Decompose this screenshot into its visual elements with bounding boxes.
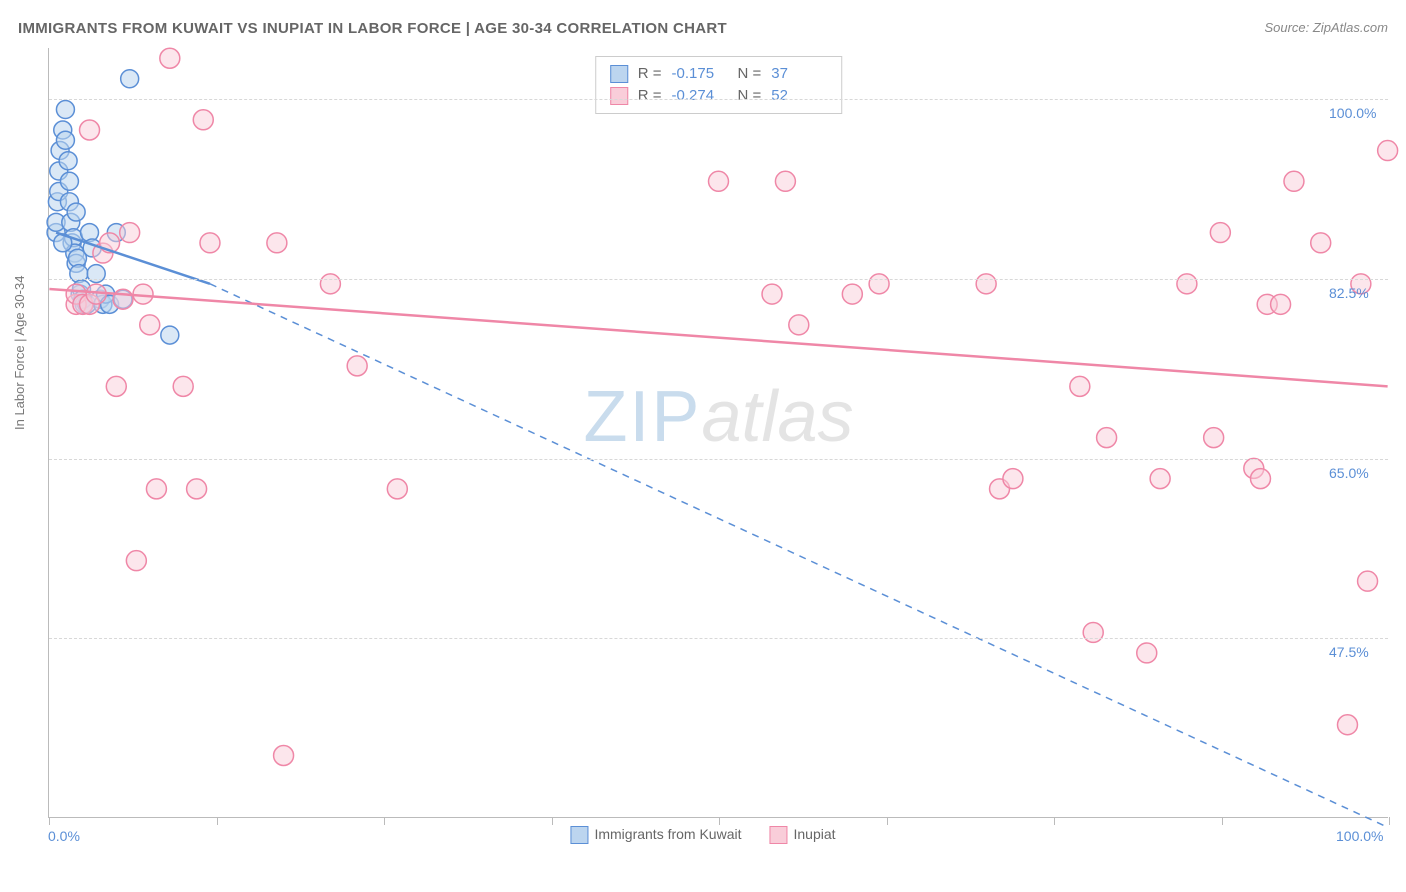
data-point	[200, 233, 220, 253]
data-point	[126, 551, 146, 571]
y-axis-label: In Labor Force | Age 30-34	[12, 276, 27, 430]
x-tick	[217, 817, 218, 825]
data-point	[775, 171, 795, 191]
data-point	[1177, 274, 1197, 294]
legend-swatch	[610, 87, 628, 105]
data-point	[1003, 469, 1023, 489]
legend-n-label: N =	[738, 85, 762, 107]
data-point	[1284, 171, 1304, 191]
legend-swatch	[770, 826, 788, 844]
title-bar: IMMIGRANTS FROM KUWAIT VS INUPIAT IN LAB…	[18, 20, 1388, 44]
chart-title: IMMIGRANTS FROM KUWAIT VS INUPIAT IN LAB…	[18, 20, 727, 37]
legend-r-value: -0.274	[672, 85, 728, 107]
data-point	[976, 274, 996, 294]
data-point	[709, 171, 729, 191]
x-tick	[384, 817, 385, 825]
data-point	[320, 274, 340, 294]
legend-r-value: -0.175	[672, 63, 728, 85]
gridline	[49, 279, 1388, 280]
legend-correlation-row: R = -0.274 N = 52	[610, 85, 828, 107]
data-point	[173, 376, 193, 396]
data-point	[140, 315, 160, 335]
legend-r-label: R =	[638, 85, 662, 107]
data-point	[160, 48, 180, 68]
data-point	[60, 172, 78, 190]
x-tick	[1389, 817, 1390, 825]
x-tick	[1054, 817, 1055, 825]
data-point	[387, 479, 407, 499]
data-point	[161, 326, 179, 344]
legend-swatch	[610, 65, 628, 83]
data-point	[56, 131, 74, 149]
gridline	[49, 99, 1388, 100]
data-point	[187, 479, 207, 499]
scatter-svg	[49, 48, 1388, 817]
legend-n-value: 52	[771, 85, 827, 107]
gridline	[49, 459, 1388, 460]
y-tick-label: 47.5%	[1329, 644, 1369, 660]
data-point	[274, 745, 294, 765]
legend-n-label: N =	[738, 63, 762, 85]
data-point	[789, 315, 809, 335]
data-point	[1311, 233, 1331, 253]
y-tick-label: 100.0%	[1329, 105, 1376, 121]
data-point	[106, 376, 126, 396]
data-point	[1097, 428, 1117, 448]
legend-series: Immigrants from Kuwait Inupiat	[570, 826, 835, 844]
data-point	[1083, 622, 1103, 642]
legend-series-item: Immigrants from Kuwait	[570, 826, 741, 844]
data-point	[59, 152, 77, 170]
data-point	[1137, 643, 1157, 663]
legend-correlation-row: R = -0.175 N = 37	[610, 63, 828, 85]
x-tick-label-min: 0.0%	[48, 828, 80, 844]
source-prefix: Source:	[1264, 20, 1312, 35]
x-tick	[1222, 817, 1223, 825]
data-point	[1070, 376, 1090, 396]
data-point	[113, 289, 133, 309]
trend-line	[49, 289, 1387, 386]
data-point	[267, 233, 287, 253]
data-point	[842, 284, 862, 304]
x-tick	[719, 817, 720, 825]
data-point	[869, 274, 889, 294]
data-point	[1271, 294, 1291, 314]
data-point	[1204, 428, 1224, 448]
legend-series-label: Inupiat	[794, 826, 836, 842]
legend-correlation: R = -0.175 N = 37 R = -0.274 N = 52	[595, 56, 843, 114]
data-point	[1150, 469, 1170, 489]
legend-series-item: Inupiat	[770, 826, 836, 844]
source-attribution: Source: ZipAtlas.com	[1264, 20, 1388, 35]
data-point	[67, 203, 85, 221]
legend-r-label: R =	[638, 63, 662, 85]
plot-area: ZIPatlas R = -0.175N = 37R = -0.274N = 5…	[48, 48, 1388, 818]
legend-n-value: 37	[771, 63, 827, 85]
data-point	[121, 70, 139, 88]
data-point	[1337, 715, 1357, 735]
data-point	[80, 120, 100, 140]
x-tick	[552, 817, 553, 825]
source-name: ZipAtlas.com	[1313, 20, 1388, 35]
data-point	[146, 479, 166, 499]
data-point	[1210, 223, 1230, 243]
data-point	[1358, 571, 1378, 591]
data-point	[56, 101, 74, 119]
data-point	[1378, 141, 1398, 161]
x-tick	[49, 817, 50, 825]
y-tick-label: 82.5%	[1329, 285, 1369, 301]
legend-swatch	[570, 826, 588, 844]
trend-line-extrapolated	[210, 284, 1388, 827]
x-tick-label-max: 100.0%	[1336, 828, 1383, 844]
gridline	[49, 638, 1388, 639]
legend-series-label: Immigrants from Kuwait	[594, 826, 741, 842]
x-tick	[887, 817, 888, 825]
data-point	[762, 284, 782, 304]
data-point	[193, 110, 213, 130]
y-tick-label: 65.0%	[1329, 465, 1369, 481]
data-point	[1251, 469, 1271, 489]
data-point	[347, 356, 367, 376]
data-point	[120, 223, 140, 243]
